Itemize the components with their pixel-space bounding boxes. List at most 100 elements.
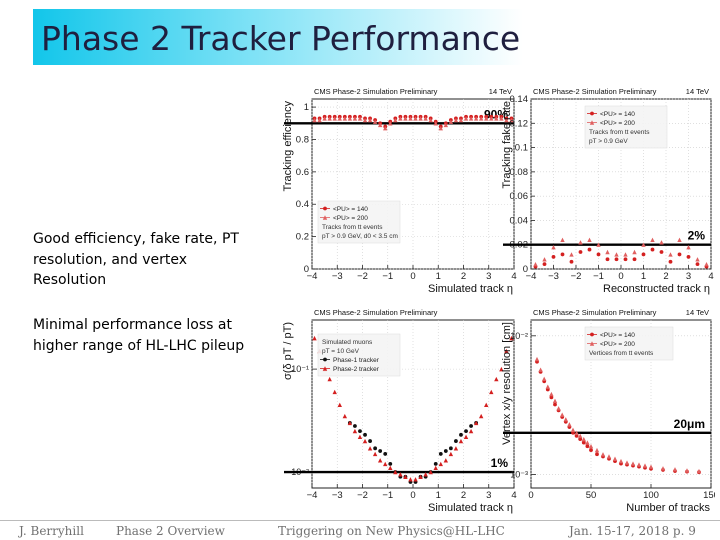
- legend-entry: <PU> = 200: [333, 215, 368, 222]
- data-point: [418, 116, 423, 121]
- y-tick-label: 1: [304, 102, 309, 113]
- data-point: [423, 472, 428, 477]
- data-point: [438, 461, 443, 467]
- data-point: [578, 250, 583, 254]
- data-point: [408, 477, 413, 482]
- x-tick-label: 4: [511, 271, 516, 282]
- data-point: [534, 356, 540, 362]
- data-point: [574, 430, 579, 435]
- fake-rate-plot-svg: CMS Phase-2 Simulation Preliminary 14 TeV…: [501, 87, 714, 295]
- data-point: [585, 440, 590, 445]
- data-point: [312, 117, 317, 123]
- data-point: [352, 116, 358, 121]
- data-point: [367, 117, 373, 123]
- plot-note: pT > 0.9 GeV, d0 < 3.5 cm: [322, 233, 398, 240]
- data-point: [494, 116, 499, 121]
- plot-note: Simulated muons: [322, 339, 373, 346]
- title-bar: Phase 2 Tracker Performance: [33, 9, 523, 65]
- data-point: [388, 465, 393, 470]
- pt-resolution-plot-svg: CMS Phase-2 Simulation Preliminary −4 −3 −2…: [282, 308, 517, 514]
- data-point: [398, 472, 403, 477]
- data-point: [650, 237, 655, 243]
- y-axis-title: Tracking efficiency: [282, 101, 294, 192]
- data-point: [660, 466, 666, 471]
- legend-entry: <PU> = 140: [333, 206, 368, 213]
- data-point: [569, 252, 574, 257]
- data-point: [468, 428, 474, 434]
- y-tick-label: 0.1: [515, 143, 528, 154]
- data-point: [556, 406, 561, 411]
- data-point: [551, 244, 556, 250]
- pt-resolution-plot: CMS Phase-2 Simulation Preliminary −4 −3 −2…: [278, 303, 518, 516]
- data-point: [542, 257, 547, 262]
- data-point: [612, 456, 618, 461]
- plot-energy: 14 TeV: [489, 87, 512, 96]
- x-tick-label: −3: [332, 490, 343, 501]
- data-point: [567, 422, 572, 427]
- data-point: [614, 252, 619, 257]
- data-point: [560, 252, 565, 257]
- data-point: [378, 449, 383, 453]
- legend-entry: <PU> = 200: [600, 120, 635, 127]
- data-point: [677, 237, 682, 243]
- data-point: [542, 376, 547, 381]
- data-point: [551, 254, 556, 259]
- data-point: [428, 117, 433, 123]
- y-tick-label: 0.08: [510, 167, 529, 178]
- x-tick-label: 0: [410, 490, 415, 501]
- data-point: [433, 465, 438, 470]
- data-point: [373, 446, 378, 451]
- data-point: [659, 250, 664, 254]
- legend-entry: Phase-2 tracker: [333, 366, 380, 373]
- data-point: [499, 366, 504, 372]
- x-axis-title: Reconstructed track η: [603, 283, 710, 295]
- data-point: [367, 446, 373, 451]
- x-tick-label: 0: [410, 271, 415, 282]
- data-point: [587, 237, 592, 243]
- data-point: [413, 116, 418, 121]
- data-point: [337, 116, 342, 121]
- data-point: [347, 420, 353, 426]
- data-point: [484, 116, 489, 121]
- data-point: [677, 252, 682, 257]
- data-point: [636, 462, 642, 467]
- data-point: [668, 252, 673, 257]
- x-tick-label: −4: [526, 271, 537, 282]
- legend-entry: Phase-1 tracker: [333, 357, 380, 364]
- data-point: [438, 125, 443, 131]
- data-point: [463, 434, 469, 440]
- legend-entry: <PU> = 140: [600, 111, 635, 118]
- data-point: [428, 469, 433, 475]
- data-point: [538, 367, 543, 372]
- data-point: [464, 429, 468, 433]
- x-axis-title: Simulated track η: [428, 283, 513, 295]
- data-point: [614, 257, 619, 262]
- x-tick-label: 1: [436, 271, 441, 282]
- y-axis-title: σ(δ pT / pT): [282, 322, 294, 380]
- data-point: [587, 247, 592, 252]
- y-tick-label: 10⁻³: [510, 470, 528, 480]
- x-tick-label: 3: [686, 271, 691, 282]
- data-point: [368, 439, 372, 443]
- data-point: [438, 452, 443, 456]
- x-tick-label: 100: [643, 490, 659, 501]
- data-point: [581, 440, 586, 445]
- data-point: [332, 389, 337, 395]
- legend-entry: <PU> = 200: [600, 341, 635, 348]
- plot-note: Tracks from tt events: [589, 129, 650, 136]
- plot-note: pT > 0.9 GeV: [589, 138, 628, 145]
- data-point: [352, 428, 358, 434]
- x-tick-label: −3: [548, 271, 559, 282]
- y-tick-label: 0.2: [296, 232, 309, 243]
- data-point: [433, 462, 438, 466]
- data-point: [353, 424, 357, 428]
- data-point: [600, 452, 606, 457]
- efficiency-plot: CMS Phase-2 Simulation Preliminary 14 TeV…: [278, 82, 518, 297]
- data-point: [570, 427, 576, 433]
- slide-title: Phase 2 Tracker Performance: [41, 19, 521, 58]
- y-tick-label: 0.4: [296, 199, 309, 210]
- legend-box: [584, 105, 668, 149]
- data-point: [504, 117, 509, 123]
- x-tick-label: 1: [641, 271, 646, 282]
- footer-divider: [0, 520, 720, 521]
